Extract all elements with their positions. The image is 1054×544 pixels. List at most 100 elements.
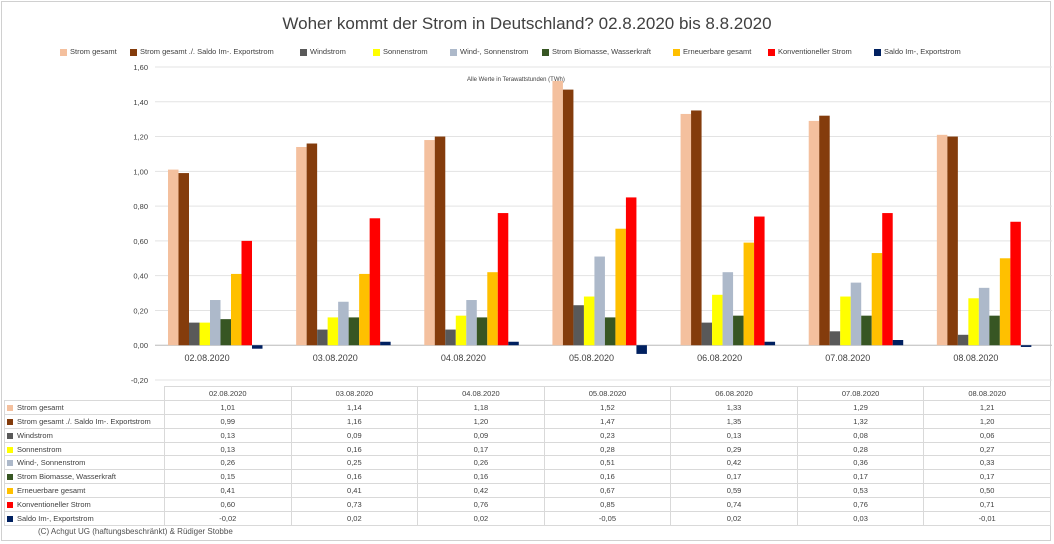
y-tick-label: -0,20 bbox=[131, 376, 148, 385]
table-cell: 0,02 bbox=[417, 511, 545, 526]
bar bbox=[466, 300, 477, 346]
y-tick-label: 0,80 bbox=[133, 202, 148, 211]
table-cell: 0,50 bbox=[923, 483, 1051, 499]
bar bbox=[445, 329, 456, 346]
bar bbox=[636, 345, 647, 354]
table-row-header: Sonnenstrom bbox=[4, 441, 165, 457]
table-cell: -0,02 bbox=[164, 511, 292, 526]
table-cell: 0,17 bbox=[670, 469, 798, 485]
bar bbox=[562, 89, 574, 346]
table-row-swatch bbox=[7, 515, 13, 522]
table-cell: 0,29 bbox=[670, 441, 798, 457]
table-cell: 0,17 bbox=[923, 469, 1051, 485]
table-cell: 0,13 bbox=[670, 427, 798, 443]
table-cell: 0,99 bbox=[164, 413, 292, 429]
table-row-header: Windstrom bbox=[4, 427, 165, 443]
y-tick-label: 0,60 bbox=[133, 237, 148, 246]
table-column-header: 04.08.2020 bbox=[417, 386, 545, 401]
table-cell: 0,13 bbox=[164, 441, 292, 457]
table-cell: 1,32 bbox=[796, 413, 925, 429]
table-row: Windstrom 0,13 0,09 0,09 0,23 0,13 0,08 0,06 bbox=[4, 427, 1051, 443]
bar bbox=[754, 216, 765, 346]
table-row-header: Konventioneller Strom bbox=[4, 497, 165, 513]
table-cell: 1,20 bbox=[923, 413, 1051, 429]
legend-label: Sonnenstrom bbox=[383, 47, 428, 56]
legend-item: Windstrom bbox=[300, 47, 346, 56]
bar bbox=[317, 329, 328, 346]
bar bbox=[487, 272, 498, 346]
bar bbox=[999, 258, 1011, 346]
table-row-swatch bbox=[7, 502, 13, 509]
bar bbox=[764, 341, 776, 346]
bar bbox=[691, 110, 702, 346]
copyright-note: (C) Achgut UG (haftungsbeschränkt) & Rüd… bbox=[38, 527, 233, 536]
bar bbox=[241, 240, 252, 346]
table-row-swatch bbox=[7, 488, 13, 495]
table-row-swatch bbox=[7, 474, 13, 481]
table-row-label: Strom gesamt ./. Saldo Im-. Exportstrom bbox=[17, 416, 151, 426]
legend-label: Strom gesamt ./. Saldo Im-. Exportstrom bbox=[140, 47, 274, 56]
bar bbox=[978, 287, 990, 346]
table-row-swatch bbox=[7, 446, 13, 453]
legend-item: Sonnenstrom bbox=[373, 47, 428, 56]
table-cell: 0,02 bbox=[290, 511, 419, 526]
table-row-label: Windstrom bbox=[17, 430, 53, 440]
bar bbox=[701, 322, 713, 346]
bar bbox=[1010, 221, 1021, 346]
bar bbox=[615, 228, 626, 346]
table-cell: 0,28 bbox=[543, 441, 672, 457]
bar bbox=[168, 169, 179, 346]
legend-label: Strom Biomasse, Wasserkraft bbox=[552, 47, 651, 56]
bar bbox=[892, 340, 904, 346]
table-row-header: Strom Biomasse, Wasserkraft bbox=[4, 469, 165, 485]
legend-swatch bbox=[542, 48, 549, 56]
bar bbox=[594, 256, 605, 346]
table-cell: 1,33 bbox=[670, 399, 798, 415]
bar bbox=[573, 305, 584, 346]
table-cell: -0,05 bbox=[543, 511, 672, 526]
legend-item: Saldo Im-, Exportstrom bbox=[874, 47, 961, 56]
legend-item: Erneuerbare gesamt bbox=[673, 47, 751, 56]
bar bbox=[434, 136, 446, 346]
table-row-label: Strom Biomasse, Wasserkraft bbox=[17, 472, 116, 482]
bar bbox=[424, 140, 435, 346]
legend-item: Wind-, Sonnenstrom bbox=[450, 47, 528, 56]
table-row-label: Strom gesamt bbox=[17, 402, 64, 412]
y-tick-label: 0,40 bbox=[133, 272, 148, 281]
x-category-label: 02.08.2020 bbox=[185, 353, 230, 363]
table-cell: 0,53 bbox=[796, 483, 925, 499]
table-cell: 1,21 bbox=[923, 399, 1051, 415]
legend-swatch bbox=[450, 48, 457, 56]
table-column-header: 05.08.2020 bbox=[543, 386, 672, 401]
table-cell: 1,52 bbox=[543, 399, 672, 415]
table-cell: -0,01 bbox=[923, 511, 1051, 526]
bar bbox=[882, 213, 893, 346]
chart-plot: -0,20 0,00 0,20 0,40 0,60 0,80 1,00 1,20 1,40 1,6… bbox=[131, 63, 1052, 385]
bar bbox=[348, 317, 360, 346]
legend-item: Strom gesamt bbox=[60, 47, 117, 56]
table-column-header: 02.08.2020 bbox=[164, 386, 292, 401]
bar bbox=[743, 242, 755, 346]
table-row-label: Konventioneller Strom bbox=[17, 500, 91, 510]
table-cell: 0,85 bbox=[543, 497, 672, 513]
table-column-header: 03.08.2020 bbox=[290, 386, 419, 401]
table-cell: 0,17 bbox=[796, 469, 925, 485]
table-cell: 0,41 bbox=[164, 483, 292, 499]
table-row-header: Erneuerbare gesamt bbox=[4, 483, 165, 499]
bar bbox=[819, 115, 830, 346]
table-cell: 0,09 bbox=[290, 427, 419, 443]
table-cell: 0,41 bbox=[290, 483, 419, 499]
table-cell: 0,17 bbox=[417, 441, 545, 457]
legend-label: Saldo Im-, Exportstrom bbox=[884, 47, 961, 56]
x-category-label: 04.08.2020 bbox=[441, 353, 486, 363]
table-cell: 0,76 bbox=[417, 497, 545, 513]
table-row-label: Sonnenstrom bbox=[17, 444, 62, 454]
x-category-label: 06.08.2020 bbox=[697, 353, 742, 363]
table-row-swatch bbox=[7, 404, 13, 411]
table-row: Konventioneller Strom 0,60 0,73 0,76 0,85 0,7… bbox=[4, 497, 1051, 513]
table-row-header: Wind-, Sonnenstrom bbox=[4, 455, 165, 471]
table-cell: 0,03 bbox=[796, 511, 925, 526]
legend-item: Strom gesamt ./. Saldo Im-. Exportstrom bbox=[130, 47, 274, 56]
table-cell: 0,27 bbox=[923, 441, 1051, 457]
table-column-header: 08.08.2020 bbox=[923, 386, 1051, 401]
